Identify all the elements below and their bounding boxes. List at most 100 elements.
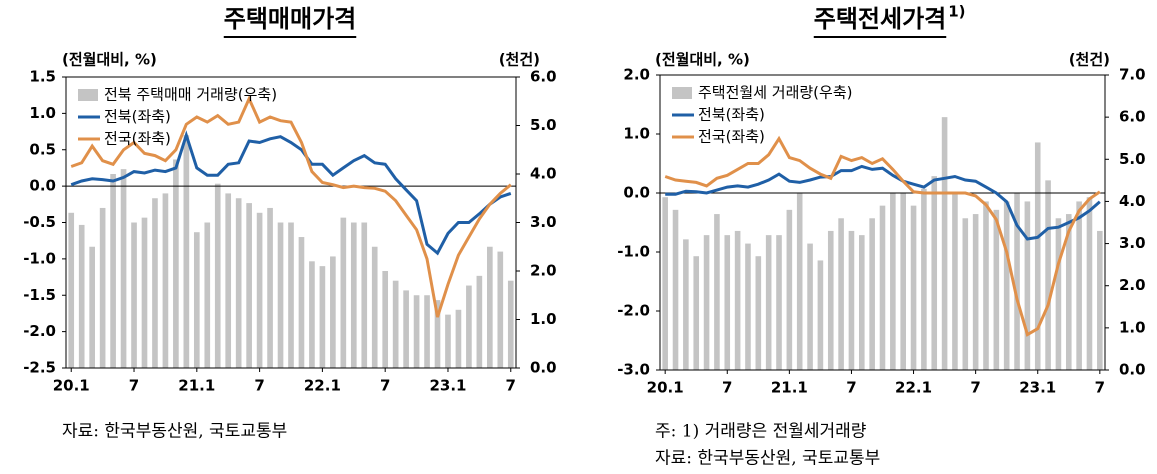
- y-tick-label: 1.0: [623, 125, 650, 143]
- bar: [340, 217, 347, 368]
- x-tick-label: 22.1: [304, 377, 341, 395]
- bar: [371, 246, 378, 368]
- bar: [817, 260, 824, 370]
- x-tick-label: 21.1: [771, 379, 808, 397]
- bar: [662, 197, 668, 370]
- y2-tick-label: 2.0: [1119, 276, 1146, 294]
- legend-label: 전북(좌축): [698, 106, 765, 124]
- y-tick-label: 1.5: [29, 68, 56, 86]
- footnote: 주: 1) 거래량은 전월세거래량: [655, 422, 867, 442]
- bar: [497, 251, 504, 368]
- bar: [204, 222, 211, 368]
- bar: [993, 209, 1000, 370]
- y2-tick-label: 5.0: [530, 116, 557, 134]
- y-tick-label: 0.0: [623, 184, 650, 202]
- y-tick-label: -2.5: [23, 359, 56, 377]
- x-tick-label: 23.1: [1019, 379, 1056, 397]
- y2-tick-label: 4.0: [1119, 192, 1146, 210]
- bar: [330, 256, 336, 368]
- bar: [931, 176, 938, 370]
- line-series: [664, 135, 1101, 337]
- line-series: [665, 164, 1101, 241]
- legend-swatch: [78, 89, 98, 101]
- x-tick-label: 21.1: [178, 377, 215, 395]
- bar: [869, 218, 875, 370]
- bar: [361, 222, 368, 368]
- bar: [403, 290, 409, 368]
- bar: [193, 232, 200, 368]
- bar: [288, 222, 294, 368]
- bar: [99, 207, 106, 368]
- plot-frame: [659, 74, 1106, 371]
- bar: [162, 193, 169, 368]
- x-tick-label: 7: [722, 379, 732, 397]
- bar: [1086, 197, 1093, 370]
- y-tick-label: -1.0: [617, 243, 650, 261]
- footnote: 자료: 한국부동산원, 국토교통부: [655, 449, 880, 469]
- y-tick-label: 1.0: [29, 104, 56, 122]
- bar: [141, 217, 148, 368]
- bar: [1076, 201, 1082, 370]
- bar: [683, 239, 689, 370]
- bar: [776, 235, 782, 370]
- y-axis-label: (전월대비, %): [655, 51, 750, 69]
- x-tick-label: 7: [506, 377, 516, 395]
- title-superscript: 1): [948, 3, 965, 21]
- chart-title: 주택매매가격: [224, 5, 356, 33]
- bar: [952, 193, 958, 370]
- bar: [1034, 142, 1041, 370]
- y2-tick-label: 5.0: [1119, 150, 1146, 168]
- bar: [703, 235, 710, 370]
- bar: [319, 266, 326, 368]
- bar: [455, 309, 462, 368]
- bar: [89, 246, 95, 368]
- bar: [152, 198, 158, 368]
- chart-title: 주택전세가격: [814, 5, 946, 33]
- bar: [672, 209, 679, 370]
- bar: [745, 243, 751, 370]
- bar: [827, 230, 834, 370]
- bar: [424, 295, 430, 368]
- legend-label: 전북(좌축): [104, 108, 171, 126]
- y-tick-label: 0.5: [29, 140, 56, 158]
- bar: [972, 214, 979, 370]
- bar: [78, 224, 85, 368]
- bar: [879, 205, 886, 370]
- y-tick-label: -3.0: [617, 361, 650, 379]
- y2-tick-label: 7.0: [1119, 66, 1146, 84]
- bar: [235, 198, 242, 368]
- bar: [309, 261, 315, 368]
- bar: [434, 300, 441, 368]
- y2-tick-label: 4.0: [530, 165, 557, 183]
- x-tick-label: 20.1: [647, 379, 684, 397]
- x-tick-label: 7: [1095, 379, 1105, 397]
- bar: [838, 218, 844, 370]
- x-tick-label: 7: [254, 377, 264, 395]
- y2-tick-label: 1.0: [530, 310, 557, 328]
- bar: [900, 193, 906, 370]
- legend-label: 전북 주택매매 거래량(우축): [104, 86, 277, 104]
- y2-tick-label: 6.0: [530, 68, 557, 86]
- bar: [382, 271, 389, 368]
- bar: [859, 235, 865, 370]
- plot-frame: [65, 76, 517, 369]
- bar: [693, 256, 700, 370]
- footnote: 자료: 한국부동산원, 국토교통부: [62, 422, 287, 442]
- x-tick-label: 20.1: [53, 377, 90, 395]
- line-series: [70, 95, 512, 318]
- bar: [734, 230, 741, 370]
- bar: [1065, 214, 1072, 370]
- legend-label: 전국(좌축): [698, 128, 765, 146]
- x-tick-label: 23.1: [429, 377, 466, 395]
- bar: [120, 169, 127, 368]
- bar: [110, 174, 116, 368]
- y2-axis-label: (천건): [499, 51, 540, 69]
- bar: [1045, 180, 1051, 370]
- bar: [890, 193, 896, 370]
- bar: [466, 285, 472, 368]
- y-axis-label: (전월대비, %): [62, 51, 157, 69]
- y2-tick-label: 6.0: [1119, 108, 1146, 126]
- bar: [476, 275, 483, 368]
- bar: [910, 205, 917, 370]
